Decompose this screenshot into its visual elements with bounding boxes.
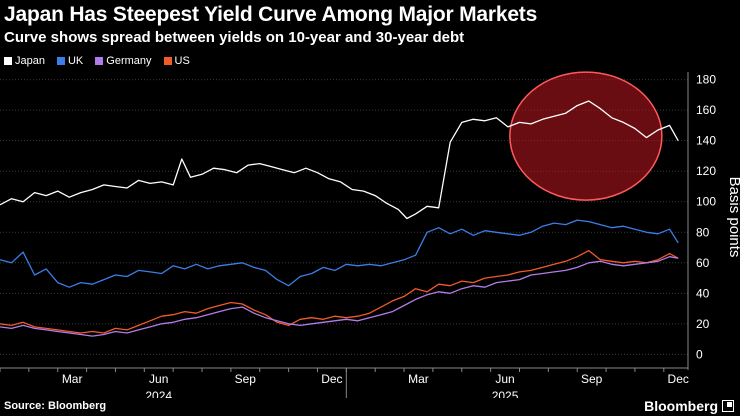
y-axis-label: Basis points: [726, 177, 740, 258]
chart-subtitle: Curve shows spread between yields on 10-…: [4, 29, 465, 46]
chart-title: Japan Has Steepest Yield Curve Among Maj…: [4, 3, 538, 26]
legend-item-japan: Japan: [4, 55, 45, 67]
legend-label-germany: Germany: [106, 55, 152, 67]
legend-item-uk: UK: [56, 55, 84, 67]
y-tick-label-80: 80: [696, 225, 710, 239]
legend-swatch-us: [163, 57, 172, 65]
legend-label-uk: UK: [67, 55, 84, 67]
legend-item-us: US: [163, 55, 190, 67]
legend-swatch-germany: [95, 57, 104, 65]
series-line-us: [0, 249, 679, 334]
bloomberg-logo: Bloomberg: [644, 398, 734, 414]
legend-item-germany: Germany: [95, 55, 152, 67]
source-note: Source: Bloomberg: [4, 400, 107, 412]
bloomberg-terminal-icon: [722, 400, 734, 412]
y-tick-label-140: 140: [696, 134, 716, 148]
x-tick-label-5: Jun: [495, 372, 514, 386]
series-line-japan: [0, 100, 679, 220]
x-tick-label-0: Mar: [62, 372, 83, 386]
y-tick-label-60: 60: [696, 256, 710, 270]
year-label-2024: 2024: [145, 389, 172, 398]
legend: Japan UK Germany US: [4, 55, 190, 67]
y-tick-label-20: 20: [696, 317, 710, 331]
x-tick-label-4: Mar: [408, 372, 429, 386]
legend-swatch-japan: [4, 57, 12, 65]
highlight-circle: [509, 71, 663, 201]
legend-swatch-uk: [56, 57, 65, 65]
series-line-uk: [0, 219, 679, 288]
legend-label-us: US: [174, 55, 190, 67]
line-chart: 0 20 40 60 80 100 120 140 160 180 Mar Jun Sep Dec Mar J…: [0, 71, 740, 398]
x-tick-label-3: Dec: [321, 372, 342, 386]
year-label-2025: 2025: [492, 389, 519, 398]
y-tick-label-160: 160: [696, 103, 716, 117]
y-tick-label-40: 40: [696, 286, 710, 300]
y-tick-label-100: 100: [696, 195, 716, 209]
y-tick-label-120: 120: [696, 164, 716, 178]
x-tick-label-2: Sep: [235, 372, 257, 386]
series-line-germany: [0, 256, 679, 337]
legend-label-japan: Japan: [15, 55, 45, 67]
x-tick-label-1: Jun: [149, 372, 168, 386]
y-tick-label-0: 0: [696, 347, 703, 361]
brand-name: Bloomberg: [644, 398, 718, 414]
x-tick-label-6: Sep: [581, 372, 603, 386]
y-tick-label-180: 180: [696, 73, 716, 87]
x-tick-label-7: Dec: [668, 372, 689, 386]
